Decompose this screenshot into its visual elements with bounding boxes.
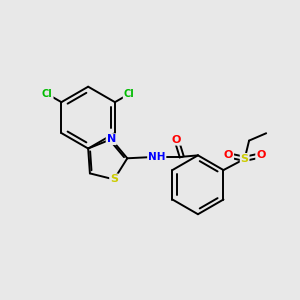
Text: O: O — [224, 150, 233, 160]
Text: S: S — [241, 154, 249, 164]
Text: O: O — [256, 150, 266, 160]
Text: O: O — [172, 135, 181, 145]
Text: Cl: Cl — [124, 89, 134, 99]
Text: S: S — [110, 174, 118, 184]
Text: N: N — [106, 134, 116, 144]
Text: NH: NH — [148, 152, 166, 162]
Text: Cl: Cl — [42, 89, 53, 99]
